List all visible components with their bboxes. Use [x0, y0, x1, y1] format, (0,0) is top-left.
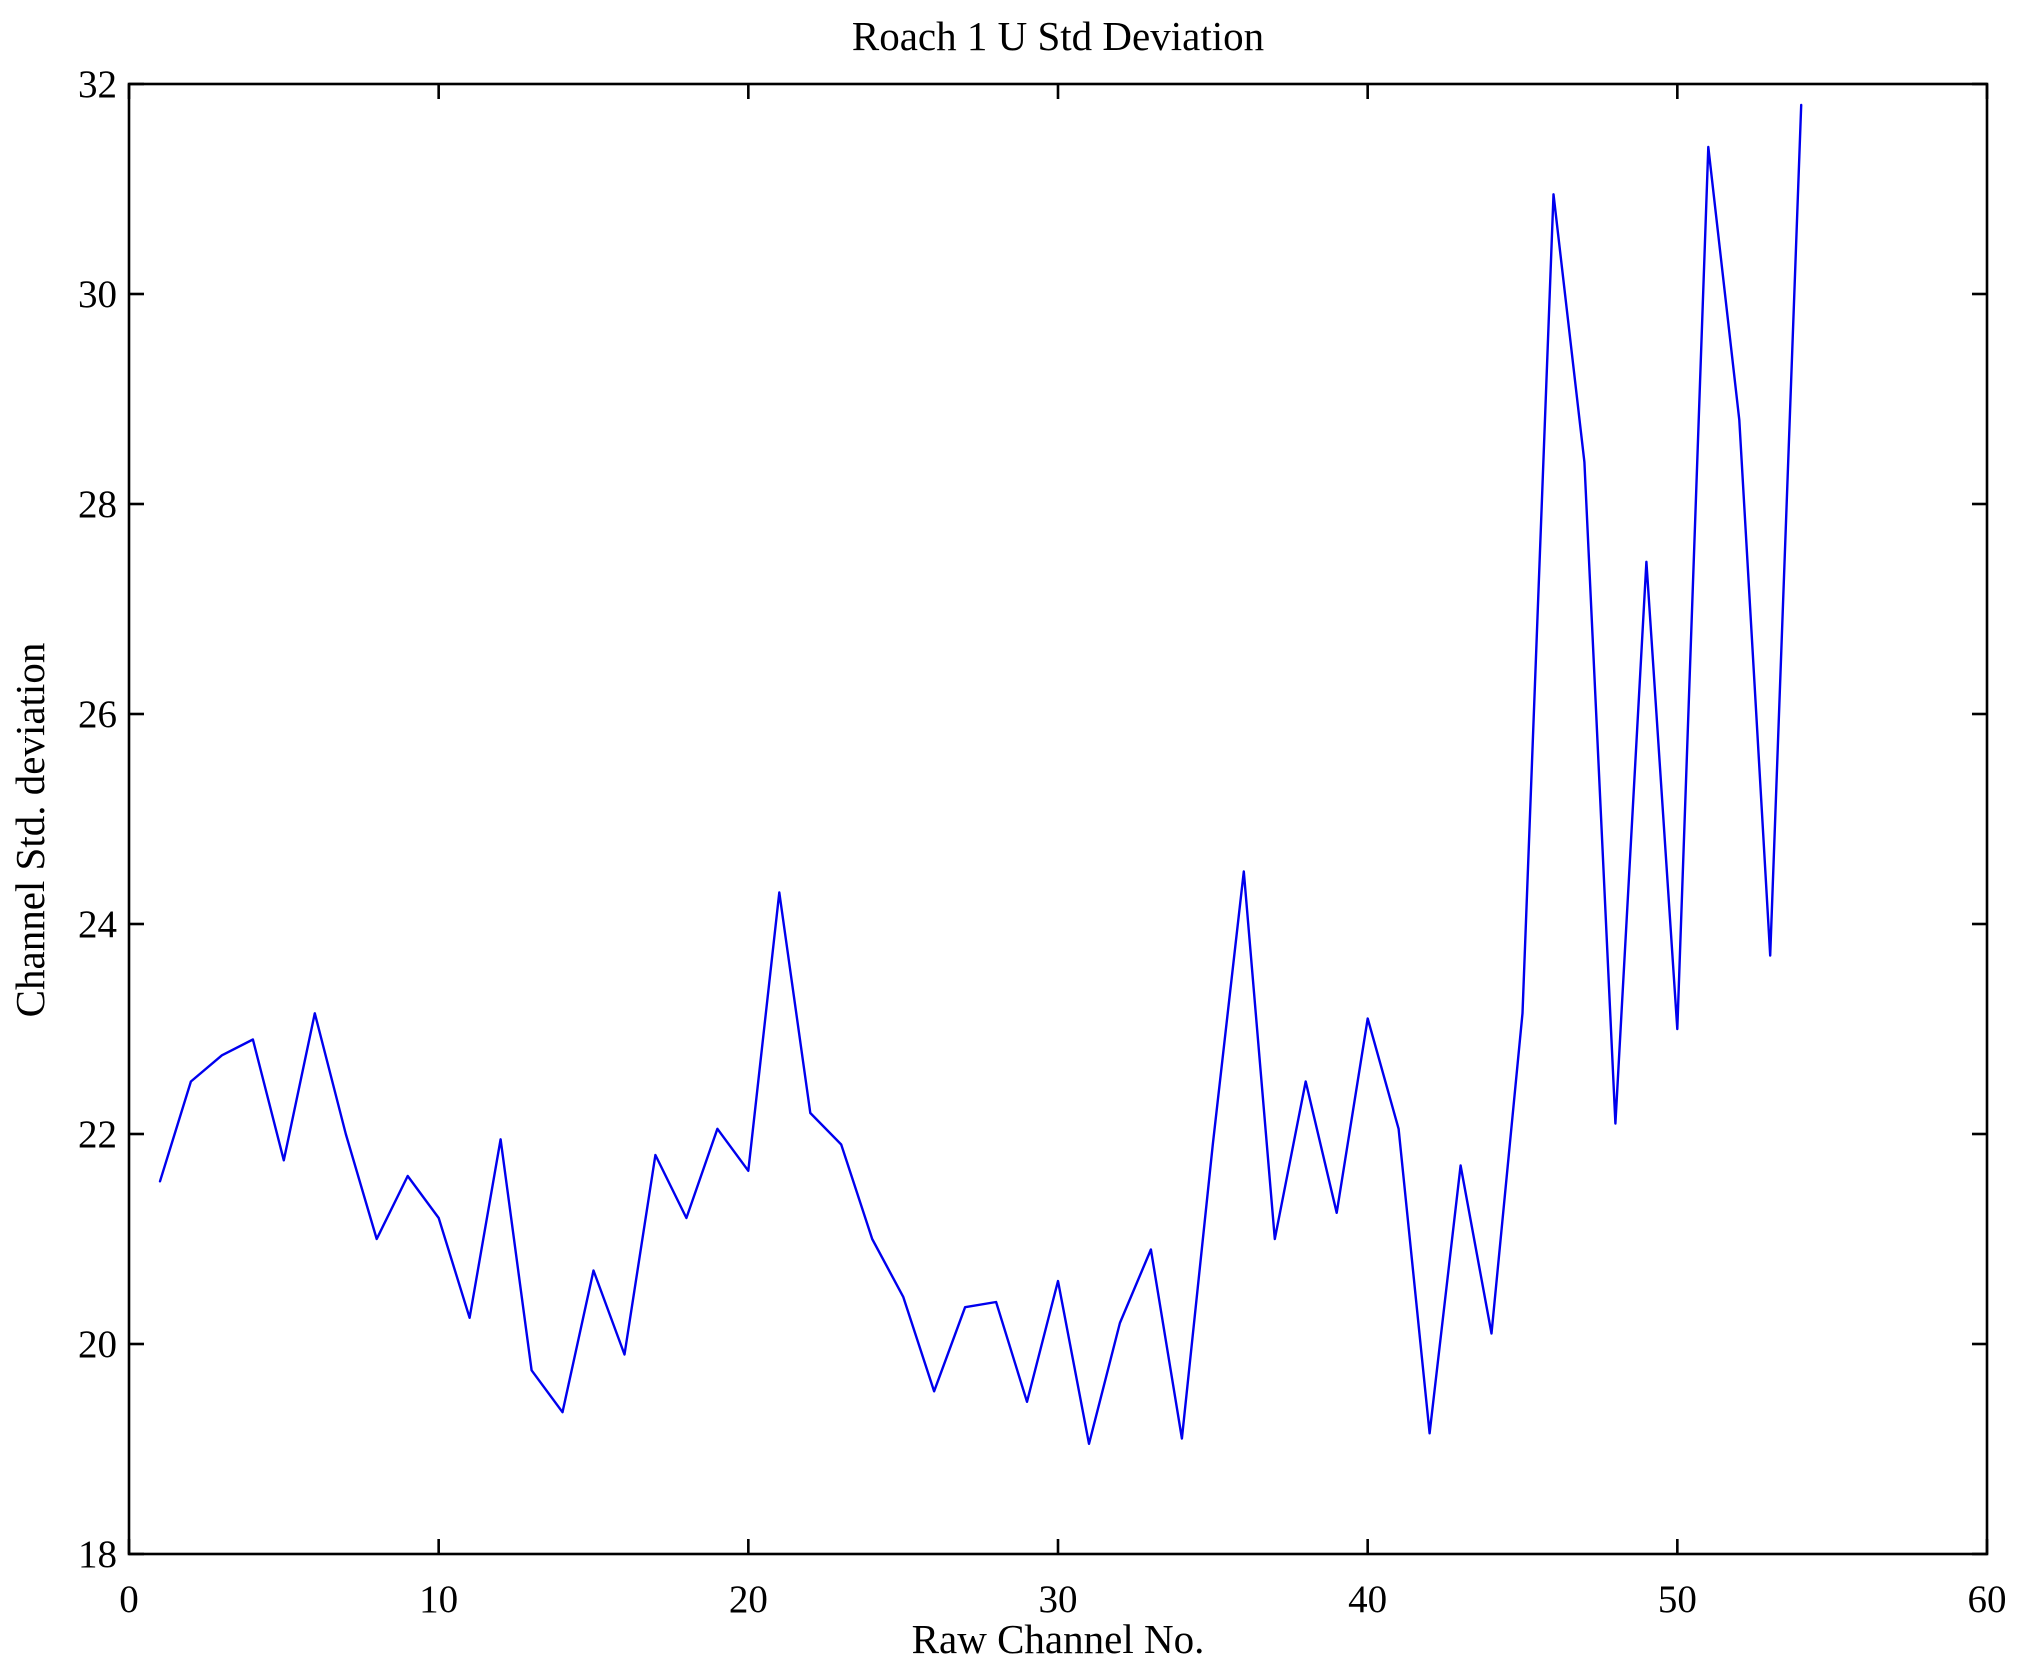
y-tick-label: 22 [78, 1113, 117, 1156]
y-tick-label: 18 [78, 1533, 117, 1576]
y-tick-label: 30 [78, 273, 117, 316]
x-tick-label: 50 [1658, 1578, 1697, 1621]
x-tick-label: 10 [419, 1578, 458, 1621]
x-tick-label: 60 [1968, 1578, 2007, 1621]
plot-frame [127, 82, 1989, 1556]
y-axis-label: Channel Std. deviation [7, 643, 53, 1018]
data-series-line [158, 103, 1803, 1446]
tick-labels: 0 10 20 30 40 50 60 18 20 22 24 26 28 30 32 [78, 63, 2007, 1621]
chart-title: Roach 1 U Std Deviation [852, 13, 1264, 59]
axes-box [127, 82, 1989, 1556]
y-tick-label: 20 [78, 1323, 117, 1366]
x-tick-label: 0 [119, 1578, 139, 1621]
x-tick-label: 20 [729, 1578, 768, 1621]
y-tick-label: 28 [78, 483, 117, 526]
y-tick-label: 32 [78, 63, 117, 106]
x-axis-label: Raw Channel No. [912, 1616, 1205, 1662]
axis-ticks [127, 82, 1989, 1556]
y-tick-label: 26 [78, 693, 117, 736]
x-tick-label: 40 [1348, 1578, 1387, 1621]
x-tick-label: 30 [1039, 1578, 1078, 1621]
y-tick-label: 24 [78, 903, 117, 946]
